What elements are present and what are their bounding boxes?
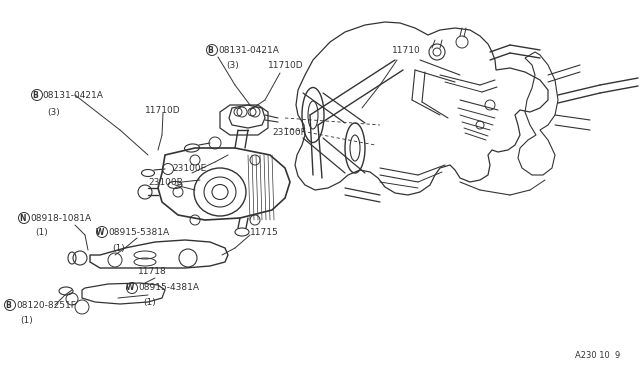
Text: (1): (1) [35,228,48,237]
Text: 11718: 11718 [138,267,167,276]
Text: 08915-5381A: 08915-5381A [108,228,169,237]
Text: 08918-1081A: 08918-1081A [30,214,91,222]
Text: 08915-4381A: 08915-4381A [138,283,199,292]
Text: W: W [96,228,104,237]
Text: (1): (1) [143,298,156,307]
Text: 08131-0421A: 08131-0421A [42,90,103,99]
Text: 23100E: 23100E [172,164,206,173]
Text: 23100B: 23100B [148,177,183,186]
Text: 23100F: 23100F [272,128,306,137]
Text: W: W [126,283,134,292]
Text: 11710D: 11710D [145,106,180,115]
Text: (1): (1) [20,315,33,324]
Text: 08131-0421A: 08131-0421A [218,45,279,55]
Text: 11710: 11710 [392,45,420,55]
Text: B: B [207,45,213,55]
Text: (3): (3) [226,61,239,70]
Text: N: N [19,214,25,222]
Text: 11710D: 11710D [268,61,303,70]
Text: 08120-8251F: 08120-8251F [16,301,76,310]
Text: (3): (3) [47,108,60,116]
Text: 11715: 11715 [250,228,279,237]
Text: A230 10  9: A230 10 9 [575,351,620,360]
Text: B: B [32,90,38,99]
Text: B: B [5,301,11,310]
Text: (1): (1) [112,244,125,253]
